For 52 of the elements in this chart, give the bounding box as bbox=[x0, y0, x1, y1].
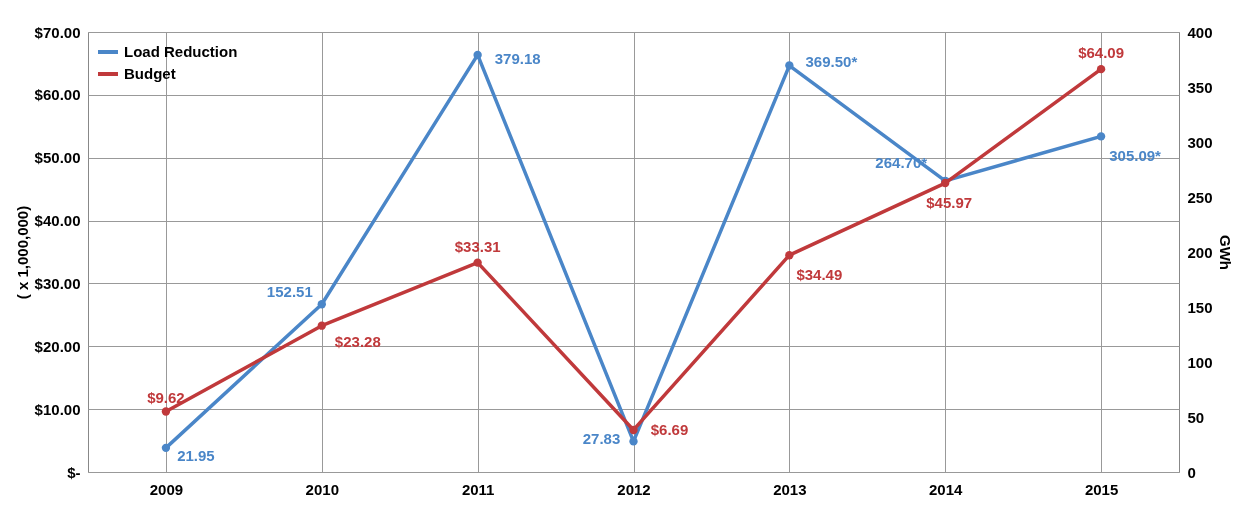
y2-tick-label: 0 bbox=[1187, 463, 1196, 481]
data-label: 152.51 bbox=[266, 283, 313, 301]
point bbox=[317, 321, 326, 330]
point bbox=[1096, 64, 1106, 74]
y2-tick-label: 300 bbox=[1187, 133, 1213, 151]
x-tick-label: 2009 bbox=[149, 480, 184, 498]
x-tick-label: 2011 bbox=[461, 480, 495, 498]
y2-tick-label: 400 bbox=[1187, 23, 1213, 41]
y-tick-label: $50.00 bbox=[34, 149, 81, 167]
data-label: 379.18 bbox=[494, 49, 541, 67]
y-tick-label: $40.00 bbox=[34, 212, 81, 230]
y2-tick-label: 350 bbox=[1187, 78, 1213, 96]
y2-tick-label: 200 bbox=[1187, 243, 1213, 261]
point bbox=[161, 443, 171, 453]
y-tick-label: $- bbox=[67, 463, 81, 481]
point bbox=[473, 50, 482, 60]
y-tick-label: $70.00 bbox=[34, 23, 81, 41]
x-tick-label: 2010 bbox=[305, 480, 339, 498]
point bbox=[785, 61, 794, 70]
y-tick-label: $60.00 bbox=[34, 86, 81, 104]
y-tick-label: $20.00 bbox=[34, 337, 81, 355]
point bbox=[629, 425, 638, 435]
legend-label: Load Reduction bbox=[124, 43, 238, 60]
point bbox=[473, 258, 482, 267]
data-label: 369.50* bbox=[805, 52, 858, 70]
data-label: $33.31 bbox=[454, 237, 501, 255]
x-tick-label: 2015 bbox=[1084, 480, 1119, 498]
data-label: 27.83 bbox=[582, 430, 621, 448]
data-label: $6.69 bbox=[650, 420, 689, 438]
point bbox=[161, 407, 171, 416]
y2-tick-label: 100 bbox=[1187, 353, 1213, 371]
point bbox=[1096, 132, 1106, 141]
point bbox=[785, 251, 794, 260]
y2-axis-title: GWh bbox=[1216, 235, 1234, 270]
data-label: $34.49 bbox=[796, 266, 843, 284]
y-tick-label: $30.00 bbox=[34, 274, 81, 292]
x-tick-label: 2013 bbox=[773, 480, 807, 498]
legend-label: Budget bbox=[124, 65, 176, 82]
x-tick-label: 2014 bbox=[929, 480, 964, 498]
y-tick-label: $10.00 bbox=[34, 400, 81, 418]
y2-tick-label: 50 bbox=[1187, 408, 1205, 426]
y2-tick-label: 150 bbox=[1187, 298, 1213, 316]
y2-tick-label: 250 bbox=[1187, 188, 1213, 206]
y-axis-title: ( x 1,000,000) bbox=[13, 205, 31, 300]
point bbox=[629, 437, 638, 446]
data-label: 21.95 bbox=[177, 446, 215, 464]
data-label: $45.97 bbox=[926, 194, 973, 212]
x-tick-label: 2012 bbox=[617, 480, 651, 498]
point bbox=[317, 300, 326, 309]
data-label: $64.09 bbox=[1078, 44, 1125, 62]
data-label: $9.62 bbox=[147, 388, 185, 406]
data-label: $23.28 bbox=[334, 332, 381, 350]
